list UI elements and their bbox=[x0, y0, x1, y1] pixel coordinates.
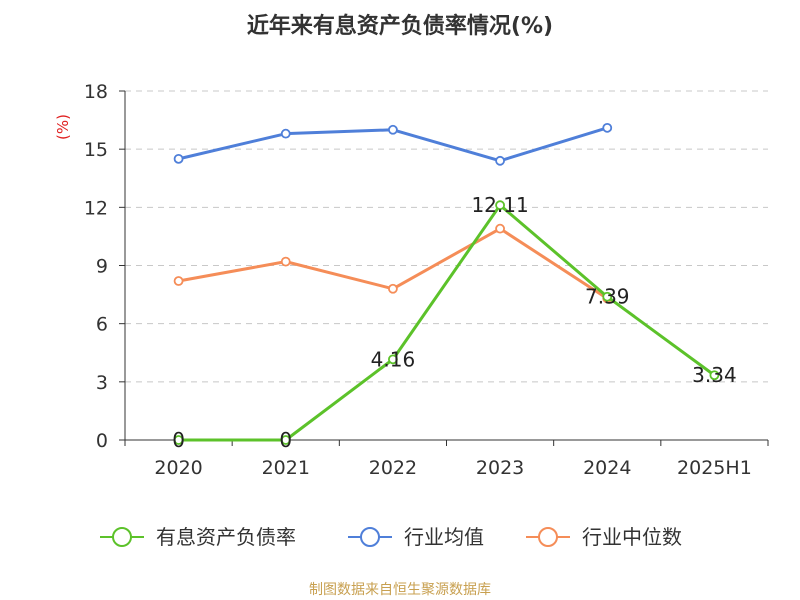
source-note: 制图数据来自恒生聚源数据库 bbox=[309, 582, 491, 598]
data-point bbox=[388, 354, 398, 365]
data-point bbox=[709, 370, 720, 381]
legend: 有息资产负债率 行业均值 行业中位数 bbox=[100, 525, 682, 549]
series-1 bbox=[173, 200, 720, 445]
x-tick-label: 2020 bbox=[154, 457, 202, 479]
x-tick-label: 2024 bbox=[583, 457, 631, 479]
y-axis-unit-label: (%) bbox=[54, 114, 72, 140]
legend-label: 行业中位数 bbox=[582, 525, 682, 549]
data-point bbox=[495, 155, 505, 166]
data-label: 0 bbox=[172, 428, 185, 452]
data-label: 0 bbox=[279, 428, 292, 452]
series-2 bbox=[173, 122, 613, 166]
y-tick-label: 12 bbox=[84, 197, 108, 219]
data-point bbox=[388, 283, 398, 294]
series-layer bbox=[173, 122, 720, 445]
data-point bbox=[173, 276, 184, 286]
data-point bbox=[388, 124, 398, 135]
data-point bbox=[602, 122, 613, 133]
data-point bbox=[173, 153, 184, 164]
gridlines bbox=[125, 90, 768, 383]
data-point bbox=[173, 435, 184, 445]
series-3 bbox=[173, 223, 613, 304]
data-point bbox=[280, 128, 291, 139]
x-tick-label: 2023 bbox=[476, 457, 524, 479]
data-label: 3.34 bbox=[692, 363, 737, 387]
data-point bbox=[495, 200, 505, 211]
y-tick-label: 3 bbox=[96, 372, 108, 394]
legend-item-3: 行业中位数 bbox=[526, 525, 682, 549]
legend-item-1: 有息资产负债率 bbox=[100, 525, 296, 549]
legend-item-2: 行业均值 bbox=[348, 525, 484, 549]
data-label: 7.39 bbox=[585, 285, 630, 309]
y-tick-label: 18 bbox=[84, 81, 108, 103]
y-tick-label: 6 bbox=[96, 314, 108, 336]
data-labels: 0 0 4.16 12.11 7.39 3.34 bbox=[172, 193, 736, 452]
y-tick-label: 0 bbox=[96, 430, 108, 452]
data-label: 12.11 bbox=[471, 193, 528, 217]
legend-swatch-marker bbox=[538, 527, 558, 547]
data-label: 4.16 bbox=[371, 347, 416, 371]
data-point bbox=[602, 291, 613, 302]
y-tick-label: 15 bbox=[84, 139, 108, 161]
x-tick-label: 2022 bbox=[369, 457, 417, 479]
x-tick-label: 2021 bbox=[262, 457, 310, 479]
data-point bbox=[280, 435, 291, 445]
series-line bbox=[178, 203, 716, 442]
legend-label: 行业均值 bbox=[404, 525, 484, 549]
data-point bbox=[280, 256, 291, 267]
legend-swatch-marker bbox=[112, 527, 132, 547]
y-tick-label: 9 bbox=[96, 256, 108, 278]
legend-swatch-marker bbox=[360, 527, 380, 547]
chart-title: 近年来有息资产负债率情况(%) bbox=[247, 13, 553, 39]
data-point bbox=[495, 223, 505, 234]
legend-label: 有息资产负债率 bbox=[156, 525, 296, 549]
x-tick-label: 2025H1 bbox=[677, 457, 752, 479]
